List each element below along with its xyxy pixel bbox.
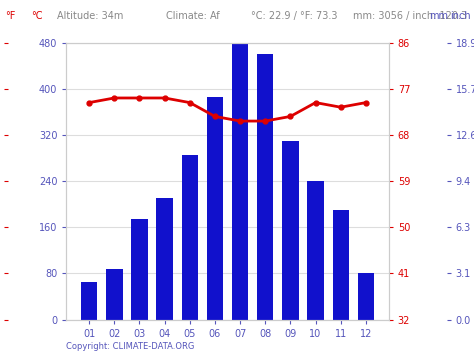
Bar (232, 43, 248, 320)
Text: °F: °F (5, 11, 15, 21)
Text: Copyright: CLIMATE-DATA.ORG: Copyright: CLIMATE-DATA.ORG (66, 343, 195, 351)
Bar (358, 273, 374, 320)
Bar (257, 54, 273, 320)
Text: °C: 22.9 / °F: 73.3: °C: 22.9 / °F: 73.3 (251, 11, 337, 21)
Bar (81, 282, 97, 320)
Text: Climate: Af: Climate: Af (166, 11, 219, 21)
Text: inch: inch (450, 11, 471, 21)
Text: mm: 3056 / inch: 120.3: mm: 3056 / inch: 120.3 (353, 11, 467, 21)
Text: °C: °C (31, 11, 42, 21)
Bar (131, 219, 148, 320)
Bar (106, 269, 122, 320)
Bar (156, 198, 173, 320)
Text: mm: mm (429, 11, 448, 21)
Bar (307, 181, 324, 320)
Bar (207, 97, 223, 320)
Bar (182, 155, 198, 320)
Bar (282, 141, 299, 320)
Text: Altitude: 34m: Altitude: 34m (57, 11, 123, 21)
Bar (333, 210, 349, 320)
